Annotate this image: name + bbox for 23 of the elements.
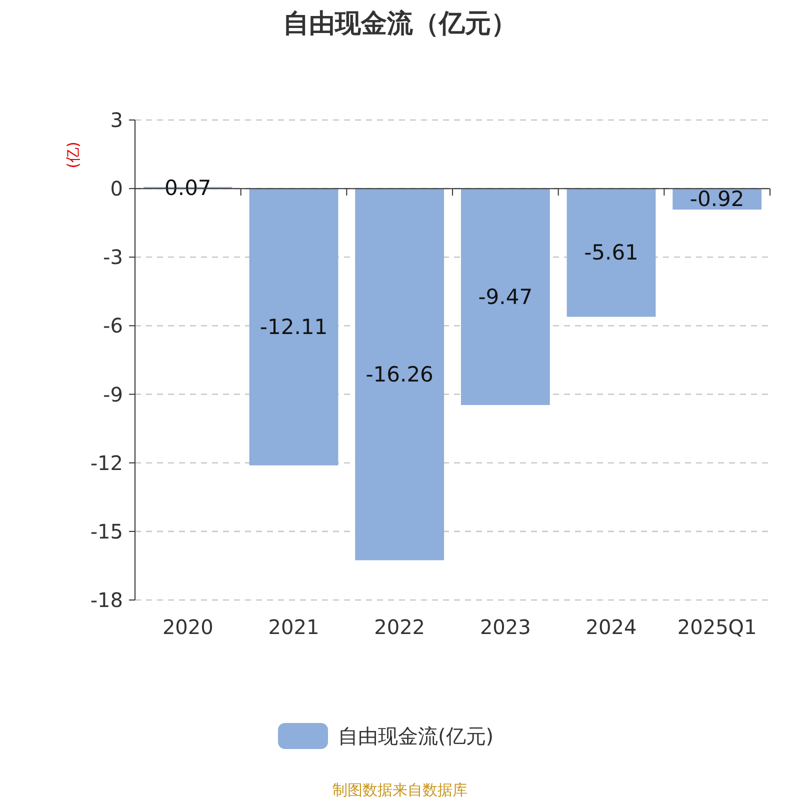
y-axis-title: (亿) <box>64 142 82 168</box>
data-label: -12.11 <box>260 314 328 339</box>
y-tick-label: -9 <box>103 382 123 406</box>
y-tick-label: 3 <box>110 108 123 132</box>
data-label: -5.61 <box>584 240 638 265</box>
data-label: -0.92 <box>690 187 744 212</box>
x-tick-label: 2023 <box>480 615 531 639</box>
y-tick-label: 0 <box>110 176 123 201</box>
y-tick-label: -12 <box>90 450 123 475</box>
data-label: -16.26 <box>366 362 434 386</box>
x-tick-label: 2024 <box>586 615 637 639</box>
y-tick-label: -6 <box>103 314 123 338</box>
x-tick-label: 2020 <box>162 615 214 639</box>
x-tick-label: 2025Q1 <box>677 615 757 639</box>
y-tick-label: -3 <box>103 245 123 270</box>
x-tick-label: 2021 <box>268 615 320 639</box>
y-tick-label: -18 <box>90 588 123 612</box>
text: 制图数据来自数据库 <box>332 781 468 799</box>
legend-label: 自由现金流(亿元) <box>338 724 494 748</box>
x-tick-label: 2022 <box>374 615 426 639</box>
chart-title: 自由现金流（亿元） <box>283 9 517 39</box>
data-label: -9.47 <box>478 284 533 309</box>
y-tick-label: -15 <box>90 519 123 544</box>
